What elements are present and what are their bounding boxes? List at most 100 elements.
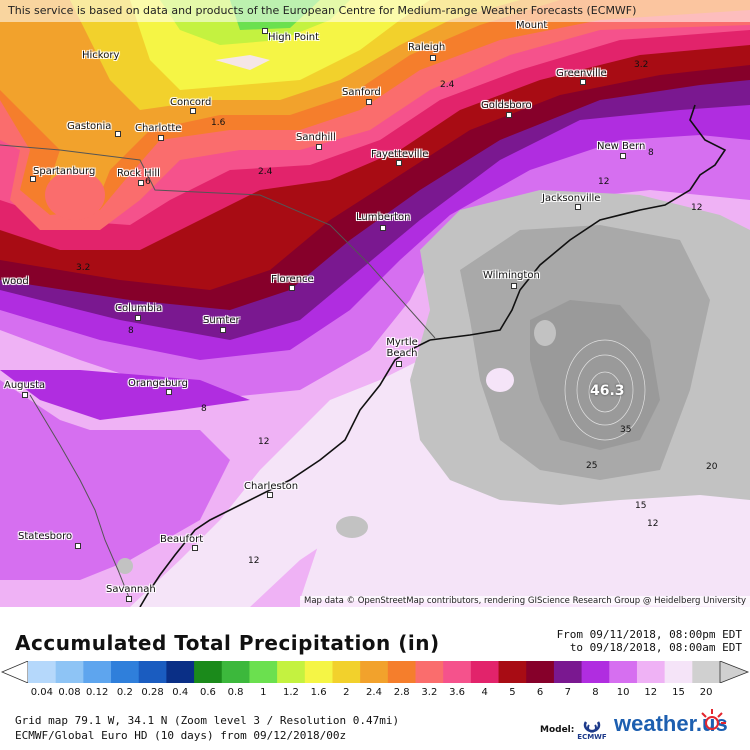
scale-tick-label: 3.2 <box>421 687 438 698</box>
city-label[interactable]: Goldsboro <box>481 100 532 111</box>
city-label[interactable]: Charlotte <box>135 123 182 134</box>
scale-cell <box>194 661 223 683</box>
scale-cell <box>249 661 278 683</box>
scale-tick-label: 0.12 <box>86 687 109 698</box>
scale-tick-label: 10 <box>616 687 630 698</box>
scale-cell <box>332 661 361 683</box>
city-label[interactable]: Augusta <box>4 380 46 391</box>
city-label[interactable]: Greenville <box>556 68 607 79</box>
city-label[interactable]: Gastonia <box>67 121 112 132</box>
city-marker <box>192 545 198 551</box>
scale-cell <box>664 661 693 683</box>
city-label[interactable]: Jacksonville <box>542 193 601 204</box>
city-marker <box>158 135 164 141</box>
scale-tick-label: 1.2 <box>283 687 299 698</box>
scale-cell <box>470 661 500 683</box>
city-marker <box>396 361 402 367</box>
scale-tick-label: 0.28 <box>141 687 164 698</box>
city-marker <box>262 28 268 34</box>
contour-label: 1.6 <box>211 118 226 128</box>
scale-tick-label: 0.8 <box>227 687 244 698</box>
city-label[interactable]: wood <box>2 276 29 287</box>
city-marker <box>22 392 28 398</box>
city-label[interactable]: Statesboro <box>18 531 73 542</box>
city-label[interactable]: Hickory <box>82 50 120 61</box>
city-marker <box>380 225 386 231</box>
city-label[interactable]: New Bern <box>597 141 646 152</box>
city-label[interactable]: Sandhill <box>296 132 336 143</box>
city-label[interactable]: Beaufort <box>160 534 204 545</box>
city-marker <box>316 144 322 150</box>
city-marker <box>366 99 372 105</box>
city-label[interactable]: Sumter <box>203 315 240 326</box>
scale-cell <box>111 661 140 683</box>
city-label[interactable]: Myrtle Beach <box>386 337 418 359</box>
city-marker <box>166 389 172 395</box>
city-label[interactable]: High Point <box>268 32 319 43</box>
city-marker <box>138 180 144 186</box>
city-label[interactable]: Rock Hill <box>117 168 160 179</box>
scale-tick-labels: 0.04 0.08 0.12 0.2 0.28 0.4 0.6 0.8 1 1.2 1.6 2 2.4 2… <box>0 687 750 701</box>
city-label[interactable]: Fayetteville <box>371 149 429 160</box>
precipitation-map[interactable]: This service is based on data and produc… <box>0 0 750 607</box>
city-label[interactable]: Florence <box>271 274 314 285</box>
scale-cell <box>609 661 638 683</box>
city-marker <box>511 283 517 289</box>
map-canvas <box>0 0 750 607</box>
contour-label: 8 <box>648 148 654 158</box>
city-marker <box>30 176 36 182</box>
scale-tick-label: 0.04 <box>30 687 53 698</box>
color-scale <box>0 661 750 683</box>
city-label[interactable]: Concord <box>170 97 212 108</box>
city-label[interactable]: Charleston <box>244 481 299 492</box>
city-label[interactable]: Spartanburg <box>33 166 96 177</box>
scale-cell <box>692 661 721 683</box>
forecast-period: From 09/11/2018, 08:00pm EDT to 09/18/20… <box>557 628 742 654</box>
scale-cell <box>415 661 444 683</box>
city-marker <box>620 153 626 159</box>
scale-cell <box>553 661 583 683</box>
city-label[interactable]: Orangeburg <box>128 378 188 389</box>
map-data-attribution[interactable]: Map data © OpenStreetMap contributors, r… <box>300 596 750 607</box>
scale-cell <box>221 661 250 683</box>
city-marker <box>506 112 512 118</box>
scale-cell <box>443 661 472 683</box>
scale-tick-label: 1 <box>260 687 267 698</box>
city-marker <box>75 543 81 549</box>
city-marker <box>396 160 402 166</box>
city-label[interactable]: Mount <box>516 20 548 31</box>
city-marker <box>575 204 581 210</box>
scale-cell <box>304 661 333 683</box>
legend-title: Accumulated Total Precipitation (in) <box>15 631 440 655</box>
contour-label: 2.4 <box>258 167 273 177</box>
city-label[interactable]: Savannah <box>106 584 156 595</box>
model-run-line: ECMWF/Global Euro HD (10 days) from 09/1… <box>15 729 347 742</box>
contour-label: 35 <box>620 425 632 435</box>
max-precipitation-value: 46.3 <box>590 383 625 399</box>
scale-cell <box>166 661 195 683</box>
sun-icon <box>701 709 726 730</box>
legend-footer: Accumulated Total Precipitation (in) Fro… <box>0 607 750 750</box>
contour-label: 2.4 <box>440 80 455 90</box>
scale-cell <box>636 661 666 683</box>
city-marker <box>430 55 436 61</box>
contour-label: 6 <box>145 177 151 187</box>
scale-cell <box>277 661 306 683</box>
scale-tick-label: 4 <box>481 687 488 698</box>
contour-label: 12 <box>647 519 659 529</box>
city-label[interactable]: Lumberton <box>356 212 411 223</box>
city-label[interactable]: Wilmington <box>483 270 540 281</box>
city-label[interactable]: Columbia <box>115 303 163 314</box>
scale-cell <box>581 661 610 683</box>
city-marker <box>289 285 295 291</box>
scale-tick-label: 8 <box>592 687 599 698</box>
period-from: From 09/11/2018, 08:00pm EDT <box>556 628 742 641</box>
city-label[interactable]: Sanford <box>342 87 381 98</box>
scale-tick-label: 20 <box>699 687 713 698</box>
scale-tick-label: 0.2 <box>116 687 133 698</box>
grid-info: Grid map 79.1 W, 34.1 N (Zoom level 3 / … <box>15 713 399 743</box>
scale-tick-label: 12 <box>644 687 658 698</box>
weather-us-logo[interactable]: weather.us <box>614 711 728 736</box>
city-label[interactable]: Raleigh <box>408 42 446 53</box>
scale-tick-label: 15 <box>672 687 685 698</box>
